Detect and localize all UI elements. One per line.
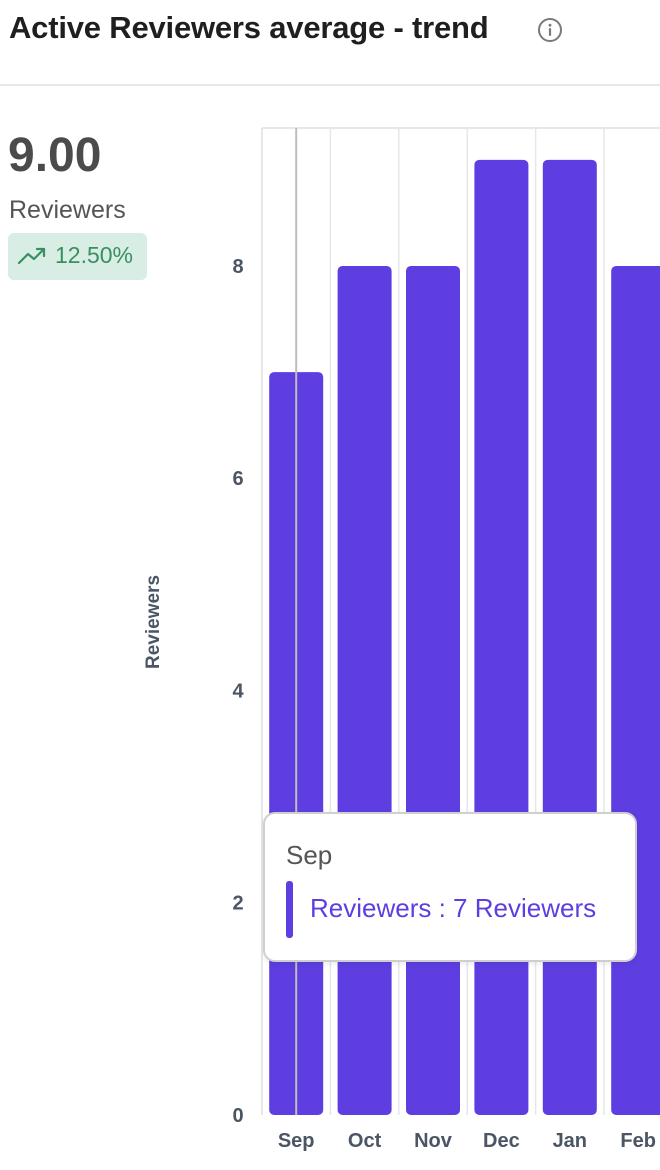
trending-up-icon — [17, 247, 46, 265]
tooltip-row: Reviewers : 7 Reviewers — [310, 893, 596, 924]
x-tick-label: Feb — [620, 1130, 656, 1152]
y-axis-ticks: 0 2 4 6 8 — [232, 256, 244, 1127]
bar-nov[interactable] — [406, 265, 460, 1115]
tooltip-title: Sep — [286, 840, 333, 870]
x-tick-label: Oct — [348, 1130, 382, 1152]
bar-feb[interactable] — [611, 265, 660, 1115]
x-tick-label: Jan — [553, 1130, 587, 1152]
y-axis-label: Reviewers — [143, 575, 164, 669]
x-tick-label: Nov — [414, 1130, 453, 1152]
x-tick-label: Dec — [483, 1130, 520, 1152]
tooltip-series-swatch — [286, 881, 293, 938]
y-tick-label: 0 — [232, 1105, 243, 1127]
trend-percentage: 12.50% — [55, 242, 134, 268]
bar-dec[interactable] — [474, 159, 529, 1115]
header: Active Reviewers average - trend — [0, 0, 660, 86]
bar-jan[interactable] — [542, 159, 597, 1115]
y-tick-label: 4 — [232, 680, 244, 702]
chart-title: Active Reviewers average - trend — [9, 10, 489, 45]
y-tick-label: 8 — [232, 256, 243, 278]
tooltip-series-label: Reviewers — [310, 893, 432, 923]
bars — [269, 159, 660, 1115]
x-tick-label: Sep — [278, 1130, 315, 1152]
y-tick-label: 2 — [232, 893, 243, 915]
tooltip: Sep Reviewers : 7 Reviewers — [263, 812, 637, 962]
kpi-value: 9.00 — [8, 129, 102, 182]
x-axis-ticks: Sep Oct Nov Dec Jan Feb — [278, 1130, 656, 1152]
info-circle-icon[interactable] — [537, 17, 563, 43]
y-tick-label: 6 — [232, 468, 243, 490]
trend-badge: 12.50% — [8, 233, 147, 280]
tooltip-value: 7 Reviewers — [453, 893, 597, 923]
bar-oct[interactable] — [337, 265, 392, 1115]
kpi-unit: Reviewers — [9, 196, 126, 224]
tooltip-separator: : — [431, 893, 454, 923]
